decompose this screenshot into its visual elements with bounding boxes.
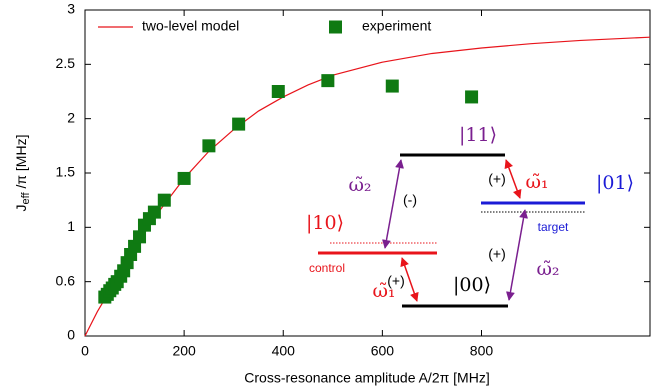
y-tick-label: 0 (67, 327, 75, 343)
arrow (505, 209, 529, 301)
data-point (465, 90, 479, 104)
y-label-main: J (13, 204, 29, 211)
state-label: |01⟩ (596, 172, 634, 194)
arrow (504, 159, 522, 199)
legend-label: two-level model (142, 18, 239, 34)
y-axis-label: Jeff /π [MHz] (13, 135, 32, 212)
data-point (177, 171, 191, 185)
state-label: |11⟩ (459, 124, 497, 146)
legend-swatch (329, 20, 342, 34)
x-axis-label: Cross-resonance amplitude A/2π [MHz] (244, 370, 489, 386)
y-tick-label: 3 (67, 1, 75, 17)
arrow (382, 159, 404, 249)
state-label: |10⟩ (306, 212, 344, 234)
y-tick-label: 1 (67, 218, 75, 234)
y-label-rest: /π [MHz] (13, 135, 29, 193)
control-label: control (309, 261, 345, 275)
x-tick-label: 800 (470, 343, 494, 359)
sign-label: (+) (387, 273, 405, 289)
x-tick-label: 200 (172, 343, 196, 359)
y-label-sub: eff (20, 191, 32, 204)
omega-label: ω̃₁ (525, 171, 548, 193)
data-point (385, 79, 399, 93)
legend-label: experiment (362, 18, 431, 34)
sign-label: (-) (403, 192, 417, 208)
y-tick-label: 0.6 (56, 272, 76, 288)
data-point (157, 193, 171, 207)
inset: |11⟩ |10⟩ |01⟩ |00⟩ control target (-) (… (306, 124, 634, 308)
sign-label: (+) (488, 246, 506, 262)
plot-frame (84, 9, 651, 337)
sign-label: (+) (488, 171, 506, 187)
omega-label: ω̃₁ (372, 280, 395, 302)
x-tick-label: 600 (371, 343, 395, 359)
data-point (202, 139, 216, 153)
omega-label: ω̃₂ (536, 258, 559, 280)
x-tick-label: 400 (272, 343, 296, 359)
target-label: target (538, 220, 569, 234)
data-point (133, 230, 147, 244)
y-tick-label: 2.5 (56, 55, 76, 71)
data-point (321, 74, 335, 88)
omega-label: ω̃₂ (348, 174, 371, 196)
data-point (232, 117, 246, 131)
state-label: |00⟩ (453, 274, 491, 296)
y-tick-label: 2 (67, 109, 75, 125)
data-point (147, 205, 161, 219)
x-tick-label: 0 (81, 343, 89, 359)
arrow (400, 257, 419, 302)
data-point (271, 85, 285, 98)
y-tick-label: 1.5 (56, 164, 76, 180)
